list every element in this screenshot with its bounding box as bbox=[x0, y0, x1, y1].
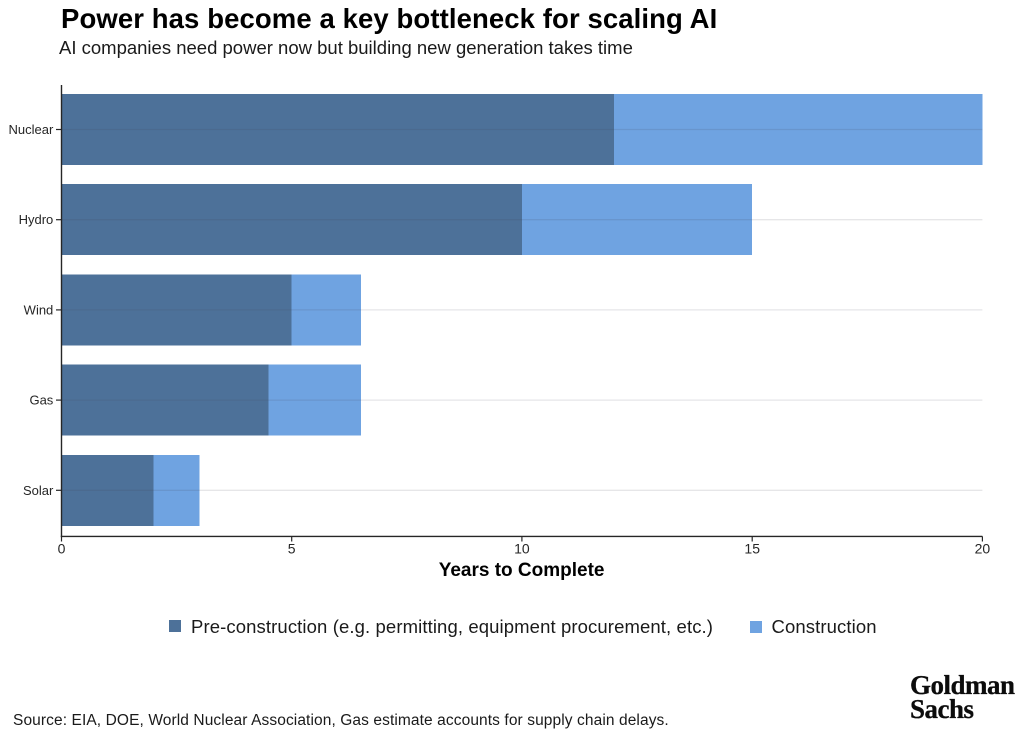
svg-text:Hydro: Hydro bbox=[19, 212, 54, 227]
svg-text:20: 20 bbox=[975, 540, 991, 556]
svg-text:15: 15 bbox=[744, 540, 760, 556]
svg-text:Years to Complete: Years to Complete bbox=[439, 560, 605, 581]
svg-text:Gas: Gas bbox=[29, 393, 53, 408]
svg-text:10: 10 bbox=[514, 540, 530, 556]
svg-text:5: 5 bbox=[288, 540, 296, 556]
svg-text:Nuclear: Nuclear bbox=[9, 122, 54, 137]
svg-text:Solar: Solar bbox=[23, 483, 54, 498]
svg-text:Wind: Wind bbox=[24, 302, 54, 317]
svg-text:0: 0 bbox=[58, 540, 66, 556]
